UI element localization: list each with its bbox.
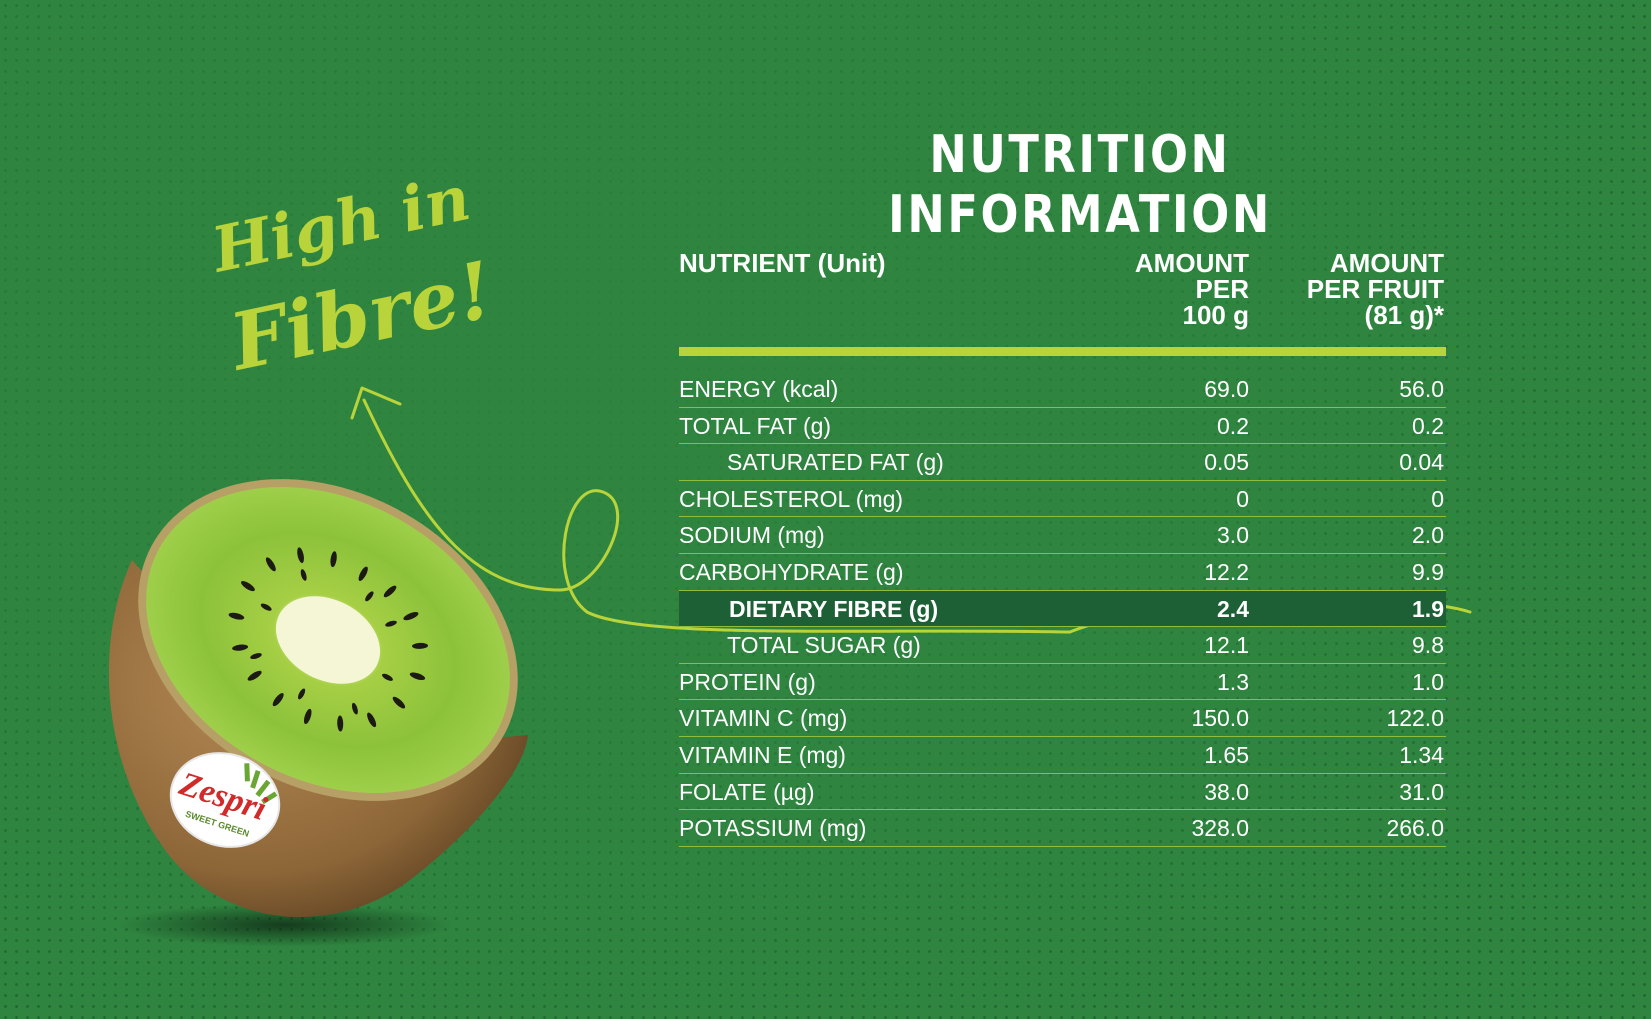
nutrient-name: CARBOHYDRATE (g) [679,558,904,585]
amount-per-100g: 328.0 [1191,815,1249,842]
amount-per-100g: 0.2 [1217,412,1249,439]
table-row: ENERGY (kcal) 69.0 56.0 [679,371,1446,408]
table-row: TOTAL FAT (g) 0.2 0.2 [679,408,1446,445]
amount-per-fruit: 9.8 [1412,632,1444,659]
kiwi-shadow [115,903,455,947]
table-row: VITAMIN C (mg) 150.0 122.0 [679,700,1446,737]
table-header: NUTRIENT (Unit) AMOUNT PER 100 g AMOUNT … [679,250,1446,347]
header-per-100g: AMOUNT PER 100 g [1134,248,1249,330]
nutrient-name: TOTAL FAT (g) [679,412,832,439]
header-nutrient: NUTRIENT (Unit) [679,248,886,278]
amount-per-fruit: 122.0 [1386,705,1444,732]
header-per-fruit: AMOUNT PER FRUIT (81 g)* [1306,248,1444,330]
nutrient-name: SODIUM (mg) [679,522,825,549]
nutrient-name: DIETARY FIBRE (g) [729,595,939,622]
nutrient-name: SATURATED FAT (g) [727,449,944,476]
amount-per-100g: 12.2 [1204,558,1249,585]
nutrient-name: POTASSIUM (mg) [679,815,867,842]
nutrient-name: TOTAL SUGAR (g) [727,632,921,659]
nutrient-name: FOLATE (µg) [679,778,815,805]
header-divider [679,347,1446,356]
amount-per-100g: 1.3 [1217,668,1249,695]
kiwi-seeds [228,547,429,732]
zespri-sticker: Zespri SWEET GREEN [169,752,281,848]
high-in-fibre-callout: High in Fibre! [204,161,501,389]
amount-per-fruit: 56.0 [1399,376,1444,402]
nutrient-name: CHOLESTEROL (mg) [679,485,904,512]
amount-per-100g: 0 [1236,485,1249,512]
table-row: VITAMIN E (mg) 1.65 1.34 [679,737,1446,774]
amount-per-fruit: 2.0 [1412,522,1444,549]
nutrition-table: NUTRIENT (Unit) AMOUNT PER 100 g AMOUNT … [679,250,1446,847]
amount-per-100g: 1.65 [1204,741,1249,768]
nutrient-name: ENERGY (kcal) [679,376,839,402]
table-row: FOLATE (µg) 38.0 31.0 [679,774,1446,811]
amount-per-100g: 0.05 [1204,449,1249,476]
amount-per-100g: 38.0 [1204,778,1249,805]
amount-per-100g: 150.0 [1191,705,1249,732]
table-row: CARBOHYDRATE (g) 12.2 9.9 [679,554,1446,591]
arrow-head [350,386,402,420]
table-row: SODIUM (mg) 3.0 2.0 [679,517,1446,554]
amount-per-100g: 3.0 [1217,522,1249,549]
nutrient-name: PROTEIN (g) [679,668,816,695]
kiwi-flesh [138,479,518,801]
table-row: CHOLESTEROL (mg) 0 0 [679,481,1446,518]
amount-per-fruit: 0.2 [1412,412,1444,439]
table-row: POTASSIUM (mg) 328.0 266.0 [679,810,1446,847]
amount-per-fruit: 1.34 [1399,741,1444,768]
amount-per-fruit: 266.0 [1386,815,1444,842]
amount-per-100g: 69.0 [1204,376,1249,402]
amount-per-fruit: 9.9 [1412,558,1444,585]
amount-per-100g: 12.1 [1204,632,1249,659]
table-row: SATURATED FAT (g) 0.05 0.04 [679,444,1446,481]
page-title: NUTRITION INFORMATION [888,125,1272,245]
amount-per-fruit: 0.04 [1399,449,1444,476]
amount-per-fruit: 1.0 [1412,668,1444,695]
table-row-highlighted: DIETARY FIBRE (g) 2.4 1.9 [679,590,1446,628]
sticker-sunburst [244,763,278,805]
table-row: TOTAL SUGAR (g) 12.1 9.8 [679,627,1446,664]
table-row: PROTEIN (g) 1.3 1.0 [679,664,1446,701]
amount-per-fruit: 31.0 [1399,778,1444,805]
amount-per-fruit: 1.9 [1412,595,1444,622]
amount-per-fruit: 0 [1431,485,1444,512]
nutrient-name: VITAMIN C (mg) [679,705,848,732]
nutrient-name: VITAMIN E (mg) [679,741,846,768]
amount-per-100g: 2.4 [1217,595,1249,622]
